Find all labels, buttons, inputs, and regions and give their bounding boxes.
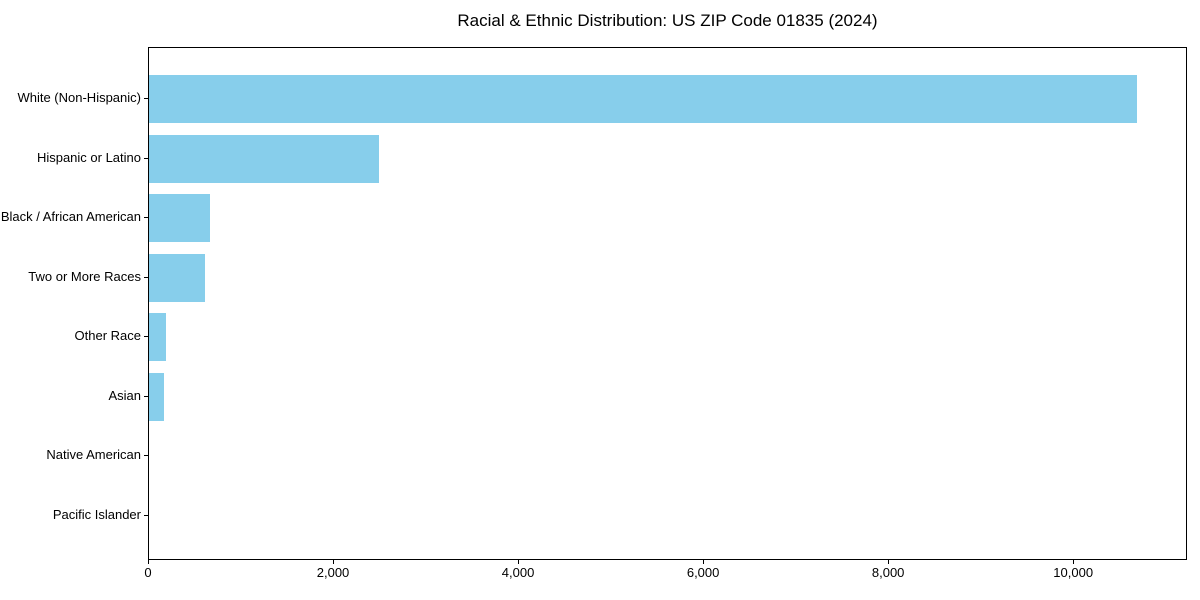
y-tick-mark: [144, 336, 148, 337]
x-tick-label: 4,000: [501, 565, 535, 580]
x-tick-mark: [703, 560, 705, 564]
y-tick-mark: [144, 514, 148, 516]
y-tick-mark: [144, 276, 148, 278]
x-tick-label: 6,000: [686, 565, 720, 580]
x-tick-mark: [148, 560, 149, 564]
x-tick-mark: [518, 560, 520, 564]
y-tick-label: Pacific Islander: [52, 506, 141, 522]
y-tick-label: Asian: [108, 387, 141, 403]
x-tick-label: 8,000: [871, 565, 905, 580]
y-tick-mark: [144, 395, 148, 397]
y-tick-mark: [144, 455, 148, 456]
x-tick-label: 0: [144, 565, 152, 580]
y-tick-mark: [144, 157, 148, 159]
y-tick-label: Two or More Races: [28, 268, 141, 284]
bar: [149, 253, 205, 302]
x-tick-mark: [888, 560, 890, 564]
x-tick-label: 2,000: [316, 565, 350, 580]
y-tick-mark: [144, 217, 148, 218]
bar: [149, 134, 380, 183]
y-tick-label: Other Race: [74, 328, 141, 343]
bar: [149, 313, 167, 361]
y-tick-label: Native American: [46, 447, 141, 462]
y-tick-label: White (Non-Hispanic): [17, 90, 141, 105]
chart-title: Racial & Ethnic Distribution: US ZIP Cod…: [457, 11, 878, 30]
plot-area: [148, 47, 1187, 560]
x-tick-mark: [333, 560, 335, 564]
bar: [149, 194, 211, 242]
y-tick-mark: [144, 98, 148, 99]
y-tick-label: Black / African American: [0, 209, 141, 224]
bar: [149, 372, 164, 421]
x-tick-mark: [1073, 560, 1075, 564]
x-tick-label: 10,000: [1053, 565, 1094, 580]
bar: [149, 75, 1138, 123]
y-tick-label: Hispanic or Latino: [36, 149, 141, 165]
